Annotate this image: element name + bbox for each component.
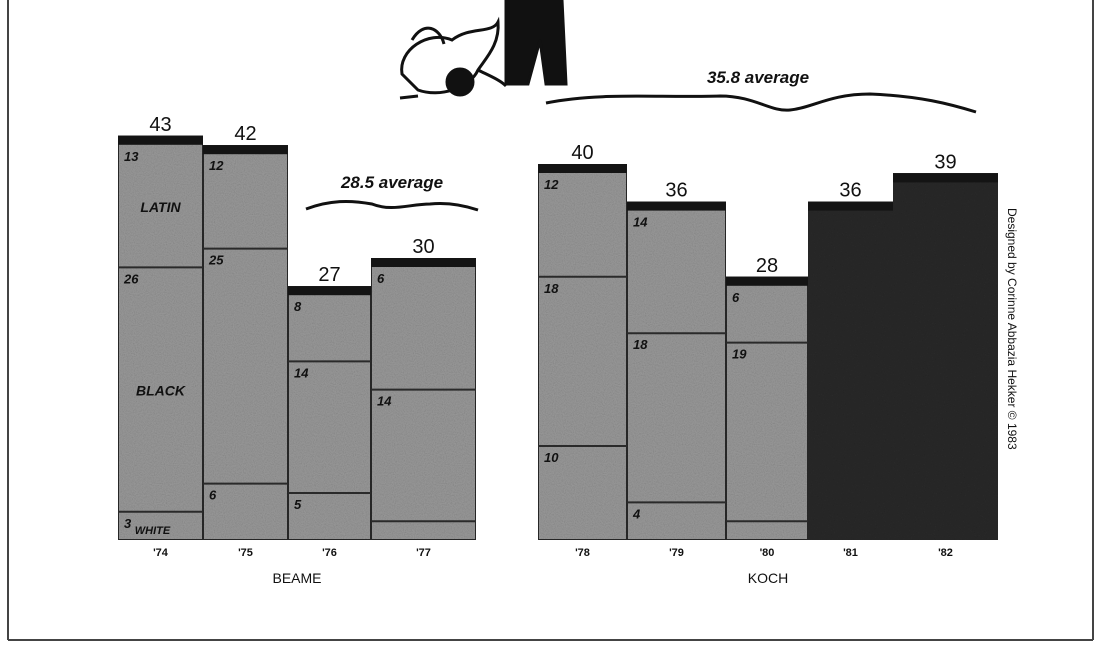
bar-cap bbox=[538, 164, 627, 173]
segment-value-label: 12 bbox=[209, 158, 224, 173]
bar-total-label: 36 bbox=[665, 180, 687, 202]
segment-value-label: 6 bbox=[732, 290, 740, 305]
x-tick-label: '75 bbox=[238, 547, 253, 559]
x-tick-label: '81 bbox=[843, 547, 858, 559]
segment-value-label: 26 bbox=[123, 271, 139, 286]
bar-cap bbox=[726, 276, 808, 286]
segment-value-label: 19 bbox=[732, 347, 747, 362]
x-tick-label: '78 bbox=[575, 547, 590, 559]
bar-total-label: 42 bbox=[234, 123, 256, 145]
bar-total-label: 36 bbox=[839, 180, 861, 202]
segment-value-label: 12 bbox=[544, 177, 559, 192]
segment-value-label: 8 bbox=[294, 299, 302, 314]
segment-value-label: 18 bbox=[544, 281, 559, 296]
bar bbox=[807, 200, 894, 541]
segment-value-label: 13 bbox=[124, 149, 139, 164]
bar bbox=[892, 172, 999, 541]
bar bbox=[287, 285, 372, 542]
bar-total-label: 30 bbox=[412, 236, 434, 258]
x-tick-label: '76 bbox=[322, 547, 337, 559]
person-icon bbox=[399, 0, 568, 100]
average-brace bbox=[305, 199, 479, 212]
x-tick-label: '82 bbox=[938, 547, 953, 559]
segment-value-label: 14 bbox=[294, 365, 309, 380]
x-tick-label: '74 bbox=[153, 547, 169, 559]
bar bbox=[202, 144, 289, 541]
x-tick-label: '77 bbox=[416, 547, 431, 559]
segment-value-label: 4 bbox=[632, 506, 641, 521]
segment-value-label: 5 bbox=[294, 497, 302, 512]
group-label: KOCH bbox=[748, 570, 788, 586]
group-label: BEAME bbox=[272, 570, 321, 586]
bar-cap bbox=[288, 286, 371, 296]
segment-value-label: 18 bbox=[633, 337, 648, 352]
average-brace bbox=[545, 92, 977, 114]
average-label: 28.5 average bbox=[340, 173, 443, 192]
bar bbox=[725, 275, 809, 541]
bar-cap bbox=[893, 173, 998, 183]
average-label: 35.8 average bbox=[707, 68, 809, 87]
bar bbox=[117, 134, 204, 542]
x-tick-label: '80 bbox=[760, 547, 775, 559]
segment-value-label: 6 bbox=[209, 488, 217, 503]
segment-value-label: 10 bbox=[544, 450, 559, 465]
bar bbox=[537, 163, 628, 541]
bar-cap bbox=[371, 258, 476, 267]
bar-total-label: 40 bbox=[571, 142, 593, 164]
segment-category-label: LATIN bbox=[140, 199, 181, 215]
bar-cap bbox=[118, 135, 203, 145]
bar-total-label: 28 bbox=[756, 255, 778, 277]
bar-cap bbox=[203, 145, 288, 155]
segment-value-label: 14 bbox=[633, 215, 648, 230]
bar-total-label: 27 bbox=[318, 264, 340, 286]
segment-value-label: 3 bbox=[124, 516, 132, 531]
x-tick-label: '79 bbox=[669, 547, 684, 559]
bar-total-label: 39 bbox=[934, 151, 956, 173]
credit-text: Designed by Corinne Abbazia Hekker © 198… bbox=[1005, 208, 1019, 450]
segment-category-label: BLACK bbox=[136, 383, 186, 399]
bar bbox=[626, 200, 727, 541]
bar bbox=[370, 257, 477, 541]
segment-value-label: 14 bbox=[377, 394, 392, 409]
segment-value-label: 6 bbox=[377, 271, 385, 286]
bar-cap bbox=[808, 201, 893, 211]
segment-value-label: 25 bbox=[208, 253, 224, 268]
bar-cap bbox=[627, 201, 726, 211]
segment-category-label: WHITE bbox=[135, 525, 171, 537]
bar-total-label: 43 bbox=[149, 114, 171, 136]
